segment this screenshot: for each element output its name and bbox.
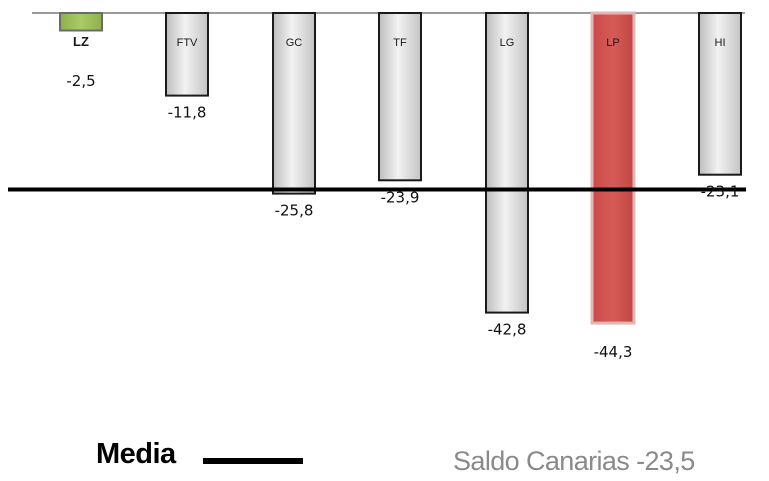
bar-hi xyxy=(698,12,742,176)
bar-tf xyxy=(378,12,422,182)
category-label-lp: LP xyxy=(606,37,619,49)
bar-gc xyxy=(272,12,316,195)
category-label-ftv: FTV xyxy=(177,37,198,49)
labels-group: LZ -2,5 FTV -11,8 GC -25,8 TF -23,9 LG -42,8 LP -44… xyxy=(66,34,739,361)
category-label-gc: GC xyxy=(286,37,303,49)
value-label-tf: -23,9 xyxy=(381,188,420,206)
bars-group xyxy=(32,11,745,325)
value-label-hi: -23,1 xyxy=(701,183,740,201)
bar-ftv xyxy=(165,12,209,97)
legend-line-swatch xyxy=(203,458,303,464)
category-label-lz: LZ xyxy=(73,34,89,49)
bar-lp xyxy=(590,11,636,325)
bar-lg xyxy=(485,12,529,314)
legend-label-media: Media xyxy=(96,438,176,470)
value-label-lg: -42,8 xyxy=(488,321,527,339)
bar-lz xyxy=(59,12,103,32)
summary-text: Saldo Canarias -23,5 xyxy=(453,446,695,476)
value-label-ftv: -11,8 xyxy=(168,104,207,122)
value-label-lp: -44,3 xyxy=(594,343,633,361)
value-label-lz: -2,5 xyxy=(66,72,95,90)
category-label-lg: LG xyxy=(500,37,515,49)
category-label-tf: TF xyxy=(393,37,407,49)
value-label-gc: -25,8 xyxy=(275,202,314,220)
category-label-hi: HI xyxy=(715,37,726,49)
